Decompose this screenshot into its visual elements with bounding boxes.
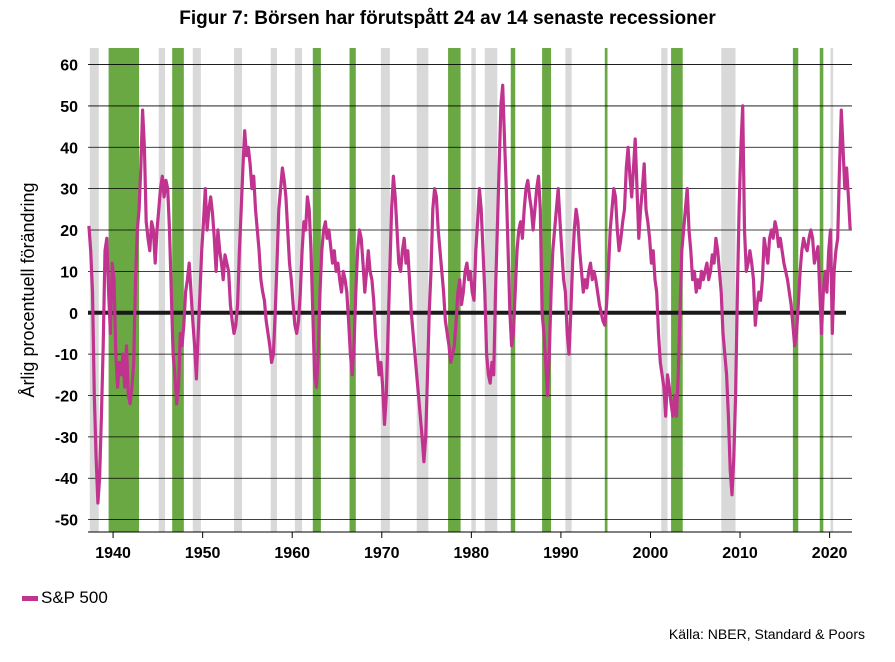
false-signal-band <box>819 48 824 532</box>
x-tick-label: 1980 <box>454 545 490 562</box>
series-sp500 <box>87 83 852 505</box>
recession-band <box>294 48 303 532</box>
false-signal-band <box>510 48 516 532</box>
source-note: Källa: NBER, Standard & Poors <box>668 626 865 642</box>
y-tick-label: 0 <box>69 306 78 323</box>
y-axis-ticks: 60 50 40 30 20 10 0 -10 -20 -30 -40 -50 <box>55 58 78 530</box>
recession-band <box>484 48 498 532</box>
false-signal-band <box>172 48 184 532</box>
x-tick-label: 1950 <box>185 545 221 562</box>
x-axis-ticks: 1940 1950 1960 1970 1980 1990 2000 2010 2020 <box>88 531 852 562</box>
legend: S&P 500 <box>22 588 108 608</box>
x-tick-label: 1960 <box>274 545 310 562</box>
chart-title: Figur 7: Börsen har förutspått 24 av 14 … <box>179 8 716 29</box>
recession-band <box>270 48 277 532</box>
false-signal-band <box>448 48 461 532</box>
x-tick-label: 2010 <box>722 545 758 562</box>
false-signal-band <box>542 48 552 532</box>
y-tick-label: 10 <box>60 264 78 281</box>
y-tick-label: -20 <box>55 388 78 405</box>
recession-band <box>661 48 668 532</box>
y-tick-label: 40 <box>60 140 78 157</box>
legend-swatch <box>22 595 38 601</box>
y-tick-label: -40 <box>55 471 78 488</box>
x-tick-label: 2000 <box>633 545 669 562</box>
y-axis-label: Årlig procentuell förändring <box>18 182 38 397</box>
recession-band <box>380 48 390 532</box>
x-tick-label: 1970 <box>364 545 400 562</box>
y-tick-label: -30 <box>55 430 78 447</box>
y-tick-label: -10 <box>55 347 78 364</box>
x-tick-label: 1940 <box>95 545 131 562</box>
recession-band <box>565 48 572 532</box>
y-tick-label: -50 <box>55 513 78 530</box>
recession-band <box>89 48 99 532</box>
recession-band <box>416 48 429 532</box>
x-tick-label: 2020 <box>812 545 848 562</box>
false-signal-band <box>792 48 799 532</box>
recession-band <box>721 48 736 532</box>
y-tick-label: 50 <box>60 99 78 116</box>
legend-label: S&P 500 <box>41 588 108 607</box>
x-tick-label: 1990 <box>543 545 579 562</box>
recession-band <box>192 48 201 532</box>
false-signal-band <box>349 48 356 532</box>
series-line <box>87 83 852 505</box>
false-signal-band <box>671 48 683 532</box>
y-tick-label: 30 <box>60 182 78 199</box>
y-tick-label: 60 <box>60 58 78 75</box>
false-signal-band <box>312 48 321 532</box>
recession-band <box>158 48 166 532</box>
y-tick-label: 20 <box>60 223 78 240</box>
